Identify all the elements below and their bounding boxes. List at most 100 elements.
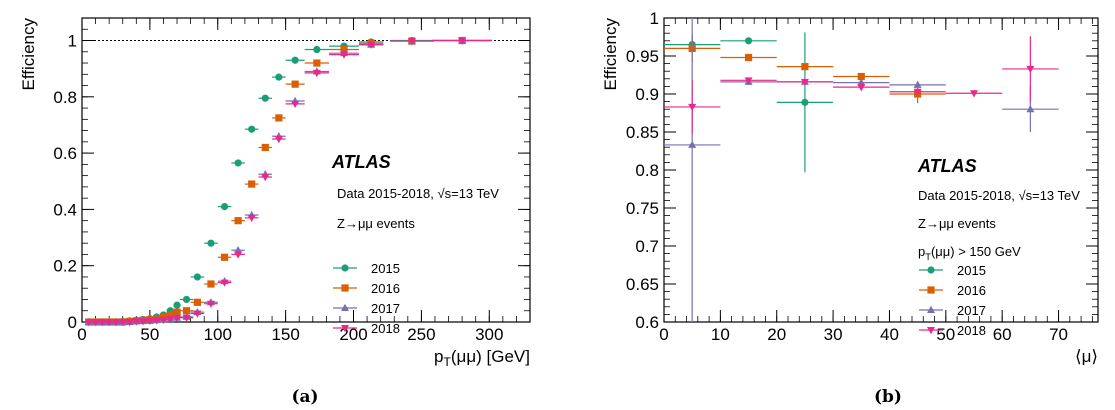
data-point — [182, 314, 191, 322]
y-tick-label: 0.6 — [53, 144, 77, 163]
data-point — [913, 88, 922, 96]
legend-marker — [341, 303, 349, 311]
data-point — [105, 319, 114, 327]
data-point — [220, 279, 229, 287]
atlas-label: ATLAS — [331, 152, 391, 172]
x-tick-label: 200 — [339, 325, 367, 344]
data-point — [207, 280, 215, 288]
x-axis-label: pT(μμ) [GeV] — [434, 347, 530, 369]
data-point — [291, 80, 299, 88]
data-point — [220, 253, 229, 261]
data-point — [173, 308, 181, 316]
series-2016 — [85, 36, 492, 326]
data-point — [234, 217, 242, 225]
annotation-line: Z→μμ events — [918, 216, 996, 231]
legend-marker — [927, 266, 935, 274]
plot-frame — [81, 17, 531, 323]
y-tick-label: 0.85 — [626, 123, 659, 142]
data-point — [313, 59, 321, 67]
data-point — [206, 300, 215, 308]
panel-a: 0 0.2 0.4 0.6 0.8 1 0 50 100 150 200 250 300 Efficien… — [19, 17, 531, 369]
x-tick-label: 30 — [824, 325, 843, 344]
y-tick-label: 0.7 — [635, 237, 659, 256]
x-axis-label: ⟨μ⟩ — [1075, 347, 1098, 366]
series-2017 — [84, 36, 492, 325]
data-point — [166, 316, 175, 324]
annotation: ATLAS Data 2015-2018, √s=13 TeV Z→μμ event… — [331, 152, 499, 231]
x-tick-label: 40 — [880, 325, 899, 344]
caption-b: (b) — [874, 387, 902, 407]
annotation-line: Data 2015-2018, √s=13 TeV — [337, 186, 499, 201]
data-point — [248, 125, 256, 133]
legend-marker — [927, 305, 935, 313]
data-point — [801, 98, 809, 106]
x-tick-label: 300 — [475, 325, 503, 344]
data-point — [193, 310, 202, 318]
x-tick-label: 50 — [140, 325, 159, 344]
legend-marker — [927, 327, 935, 335]
y-tick-label: 0.9 — [635, 85, 659, 104]
legend-entry: 2015 — [957, 263, 986, 278]
data-point — [458, 37, 467, 45]
legend-marker — [927, 286, 935, 294]
data-point — [744, 53, 753, 62]
y-axis-label: Efficiency — [601, 18, 620, 91]
y-tick-label: 1 — [68, 32, 77, 51]
y-tick-label: 0.8 — [53, 88, 77, 107]
data-point — [234, 251, 243, 259]
atlas-label: ATLAS — [917, 156, 977, 176]
data-point — [744, 77, 753, 85]
y-tick-label: 0.4 — [53, 200, 77, 219]
data-point — [857, 72, 865, 81]
y-tick-label: 0.75 — [626, 199, 659, 218]
data-point — [84, 319, 93, 327]
data-point — [688, 140, 697, 148]
data-point — [193, 298, 201, 306]
data-point — [1026, 105, 1035, 113]
data-point — [145, 317, 154, 326]
legend-marker — [341, 325, 349, 333]
data-point — [173, 301, 181, 309]
y-tick-label: 0.6 — [635, 313, 659, 332]
series-2018 — [84, 37, 492, 327]
data-point — [340, 51, 349, 59]
data-point — [857, 78, 866, 86]
data-point — [407, 38, 416, 46]
x-tick-label: 150 — [271, 325, 299, 344]
y-tick-label: 0.8 — [635, 161, 659, 180]
x-tick-label: 20 — [767, 325, 786, 344]
data-point — [234, 159, 242, 167]
data-point — [159, 316, 168, 324]
data-point — [744, 37, 753, 45]
data-point — [91, 319, 100, 327]
data-point — [913, 80, 922, 88]
data-point — [1026, 65, 1035, 74]
x-tick-label: 10 — [711, 325, 730, 344]
x-tick-label: 60 — [993, 325, 1012, 344]
data-point — [688, 103, 697, 112]
x-tick-label: 70 — [1049, 325, 1068, 344]
legend-entry: 2018 — [371, 321, 400, 336]
y-axis-label: Efficiency — [19, 18, 38, 91]
x-tick-label: 0 — [659, 325, 668, 344]
legend-entry: 2015 — [371, 261, 400, 276]
legend-entry: 2017 — [371, 301, 400, 316]
data-point — [220, 202, 229, 211]
data-point — [261, 174, 270, 182]
data-point — [182, 295, 191, 304]
data-point — [261, 143, 269, 152]
legend-entry: 2017 — [957, 303, 986, 318]
data-point — [275, 114, 283, 122]
series-2017 — [664, 18, 1059, 322]
data-point — [139, 318, 148, 326]
legend-marker — [341, 264, 349, 272]
data-point — [125, 319, 134, 327]
data-point — [275, 73, 283, 81]
annotation: ATLAS Data 2015-2018, √s=13 TeV Z→μμ event… — [917, 156, 1080, 262]
legend-marker — [341, 284, 349, 292]
data-point — [367, 41, 376, 49]
data-point — [234, 246, 243, 254]
data-point — [313, 45, 321, 54]
series-2015 — [85, 36, 492, 326]
